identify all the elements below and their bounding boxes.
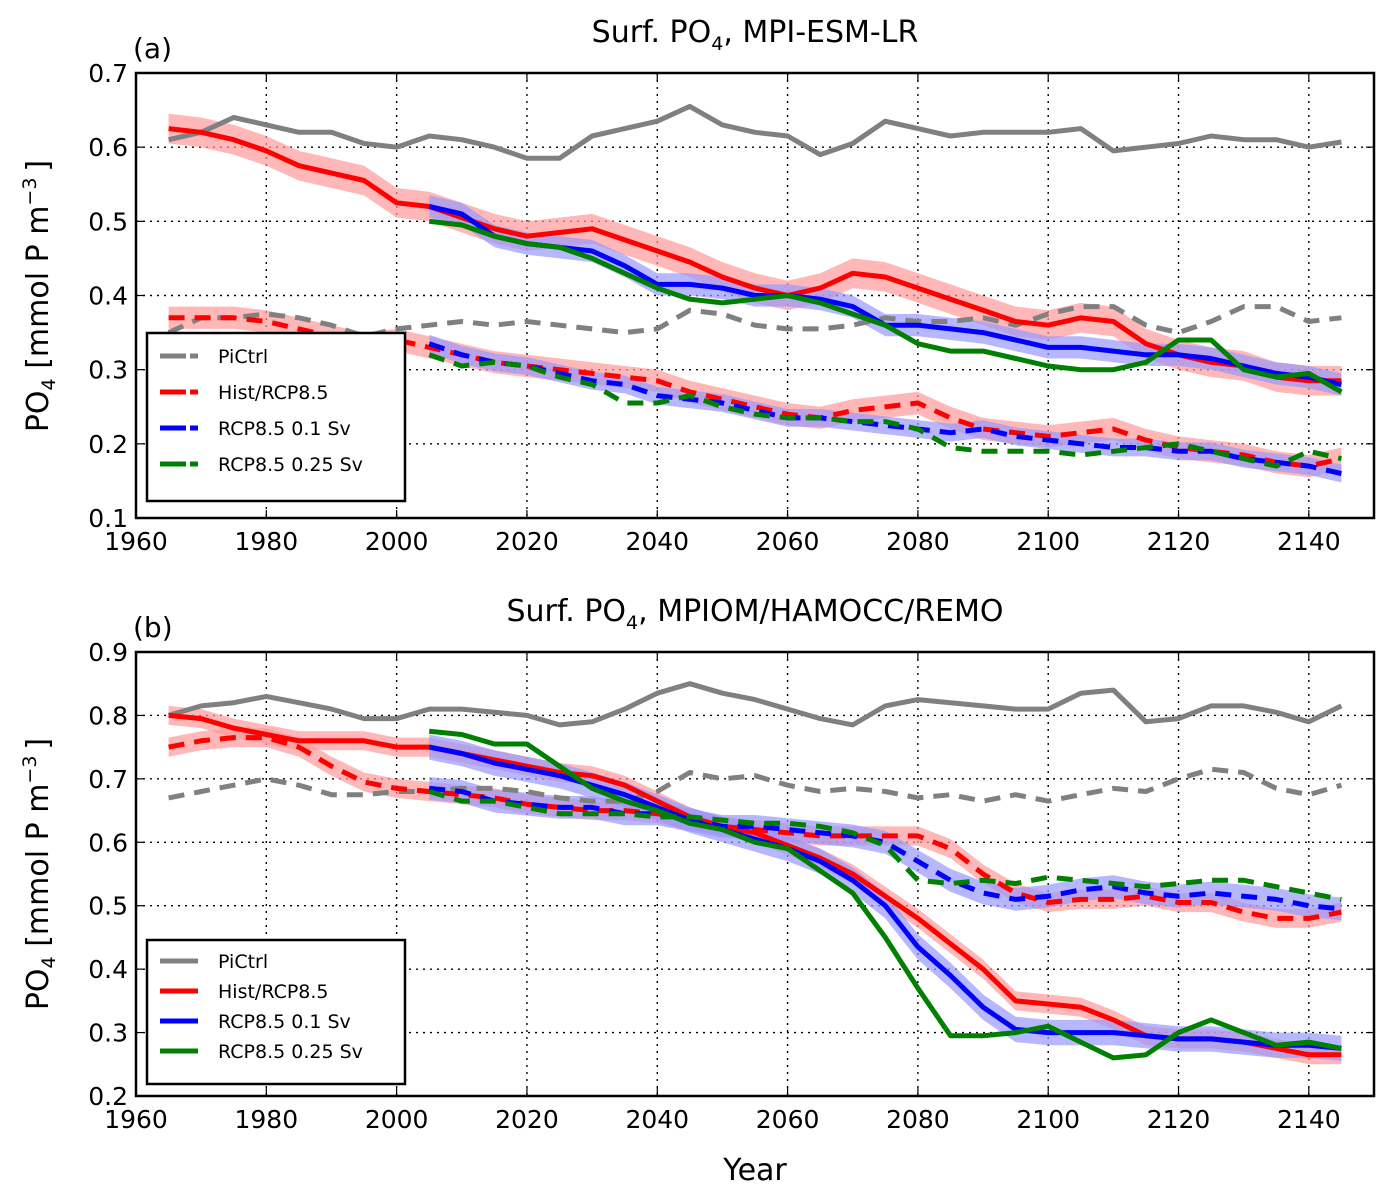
panel-b-label: (b) (133, 611, 173, 644)
legend-box (145, 331, 407, 503)
panel-b-axes: 1960 1980 2000 2020 2040 2060 2080 2100 2120 2140… (88, 638, 1376, 1134)
panel-a: Surf. PO4, MPI-ESM-LR (a) PO4 [mmol P m−… (19, 15, 1376, 556)
y-tick-label: 0.1 (88, 504, 128, 533)
x-tick-label: 1960 (104, 1105, 168, 1134)
rcp8-5-0-25-sv-solid-line (428, 218, 1343, 395)
legend-entry-label: PiCtrl (218, 346, 268, 368)
y-tick-label: 0.7 (88, 59, 128, 88)
y-tick-label: 0.7 (88, 765, 128, 794)
x-tick-label: 2120 (1147, 527, 1211, 556)
x-tick-label: 2040 (625, 527, 689, 556)
x-tick-label: 2080 (886, 1105, 950, 1134)
x-tick-label: 1980 (235, 527, 299, 556)
y-tick-label: 0.2 (88, 430, 128, 459)
legend-entry-label: RCP8.5 0.1 Sv (218, 1011, 351, 1033)
uncertainty-band (429, 195, 1342, 396)
y-tick-label: 0.3 (88, 1019, 128, 1048)
x-tick-label: 2020 (495, 527, 559, 556)
plot-frame (134, 650, 1376, 1098)
panel-a-title: Surf. PO4, MPI-ESM-LR (592, 15, 919, 55)
x-tick-label: 1980 (235, 1105, 299, 1134)
panel-a-label: (a) (133, 32, 172, 65)
x-tick-label: 2000 (365, 527, 429, 556)
panel-b-legend: PiCtrl Hist/RCP8.5 RCP8.5 0.1 Sv RCP8.5 0.2… (145, 938, 407, 1086)
hist-rcp8-5-dashed-line (168, 315, 1342, 469)
hist-rcp8-5-dashed-line (168, 735, 1342, 921)
hist-rcp8-5-solid-line (168, 126, 1342, 384)
x-tick-label: 2060 (756, 1105, 820, 1134)
y-tick-label: 0.3 (88, 356, 128, 385)
pictrl-dashed-line (167, 304, 1342, 339)
panel-b-series (167, 681, 1343, 1065)
uncertainty-band (429, 334, 1342, 483)
rcp8-5-0-1-sv-dashed-line (428, 341, 1342, 476)
legend-entry-label: PiCtrl (218, 951, 268, 973)
panel-b-xlabel: Year (722, 1153, 787, 1188)
legend-entry-label: Hist/RCP8.5 (218, 981, 329, 1003)
y-tick-label: 0.6 (88, 133, 128, 162)
x-tick-label: 2140 (1277, 527, 1341, 556)
y-tick-label: 0.8 (88, 701, 128, 730)
legend-entry-label: RCP8.5 0.25 Sv (218, 1041, 363, 1063)
x-tick-label: 2140 (1277, 1105, 1341, 1134)
panel-a-axes: 1960 1980 2000 2020 2040 2060 2080 2100 2120 2140… (88, 59, 1376, 556)
y-tick-label: 0.9 (88, 638, 128, 667)
y-tick-label: 0.5 (88, 207, 128, 236)
rcp8-5-0-25-sv-dashed-line (428, 352, 1342, 469)
y-tick-label: 0.4 (88, 282, 128, 311)
x-tick-label: 2060 (756, 527, 820, 556)
panel-b: Surf. PO4, MPIOM/HAMOCC/REMO (b) PO4 [mm… (19, 594, 1376, 1188)
pictrl-solid-line (168, 103, 1342, 161)
panel-a-legend: PiCtrl Hist/RCP8.5 RCP8.5 0.1 Sv RCP8.5 0.2… (145, 331, 407, 503)
x-tick-label: 2100 (1016, 1105, 1080, 1134)
x-tick-label: 1960 (104, 527, 168, 556)
rcp8-5-0-25-sv-dashed-line (428, 789, 1342, 902)
x-tick-label: 2080 (886, 527, 950, 556)
panel-b-ylabel: PO4 [mmol P m−3] (19, 738, 60, 1010)
x-tick-label: 2000 (365, 1105, 429, 1134)
pictrl-dashed-line (168, 766, 1343, 804)
legend-entry-label: RCP8.5 0.25 Sv (218, 454, 363, 476)
legend-entry-label: Hist/RCP8.5 (218, 382, 329, 404)
pictrl-solid-line (167, 681, 1343, 728)
panel-b-title: Surf. PO4, MPIOM/HAMOCC/REMO (506, 594, 1003, 634)
panel-a-series (167, 103, 1343, 483)
legend-entry-label: RCP8.5 0.1 Sv (218, 418, 351, 440)
x-tick-label: 2100 (1016, 527, 1080, 556)
panel-a-ylabel: PO4 [mmol P m−3] (19, 160, 60, 432)
y-tick-label: 0.6 (88, 828, 128, 857)
x-tick-label: 2120 (1147, 1105, 1211, 1134)
rcp8-5-0-25-sv-solid-line (428, 728, 1342, 1061)
x-tick-label: 2040 (625, 1105, 689, 1134)
y-tick-label: 0.2 (88, 1082, 128, 1111)
legend-box (145, 938, 407, 1086)
y-tick-label: 0.5 (88, 892, 128, 921)
y-tick-label: 0.4 (88, 955, 128, 984)
x-tick-label: 2020 (495, 1105, 559, 1134)
